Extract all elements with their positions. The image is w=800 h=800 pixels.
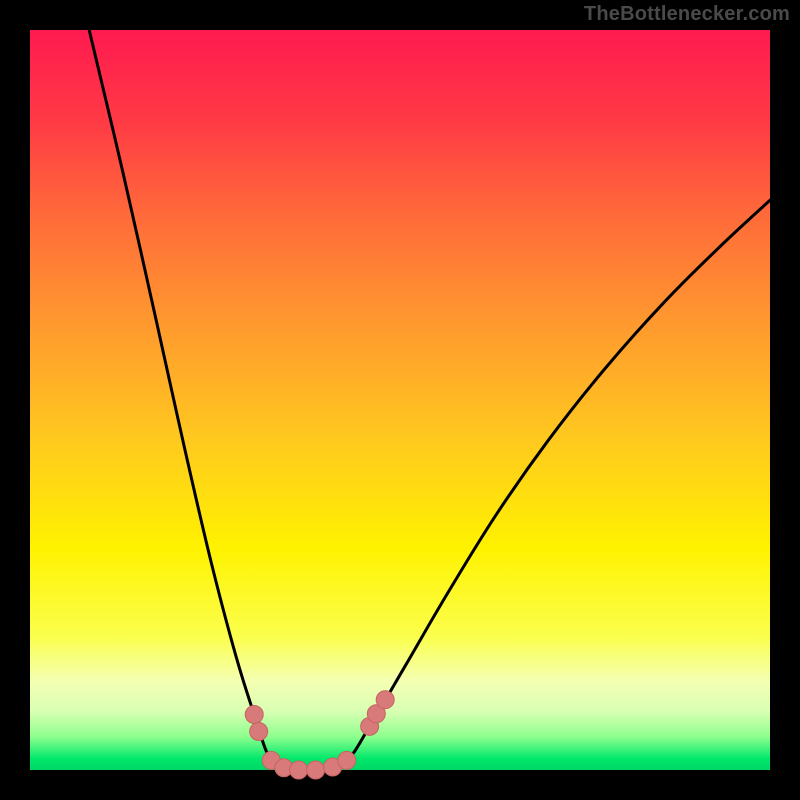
chart-container: TheBottlenecker.com [0, 0, 800, 800]
data-dot [376, 691, 394, 709]
data-dot [338, 751, 356, 769]
plot-background [30, 30, 770, 770]
watermark-text: TheBottlenecker.com [584, 3, 790, 26]
data-dot [307, 761, 325, 779]
data-dot [290, 761, 308, 779]
data-dot [250, 723, 268, 741]
bottleneck-chart-svg [0, 0, 800, 800]
data-dot [245, 706, 263, 724]
